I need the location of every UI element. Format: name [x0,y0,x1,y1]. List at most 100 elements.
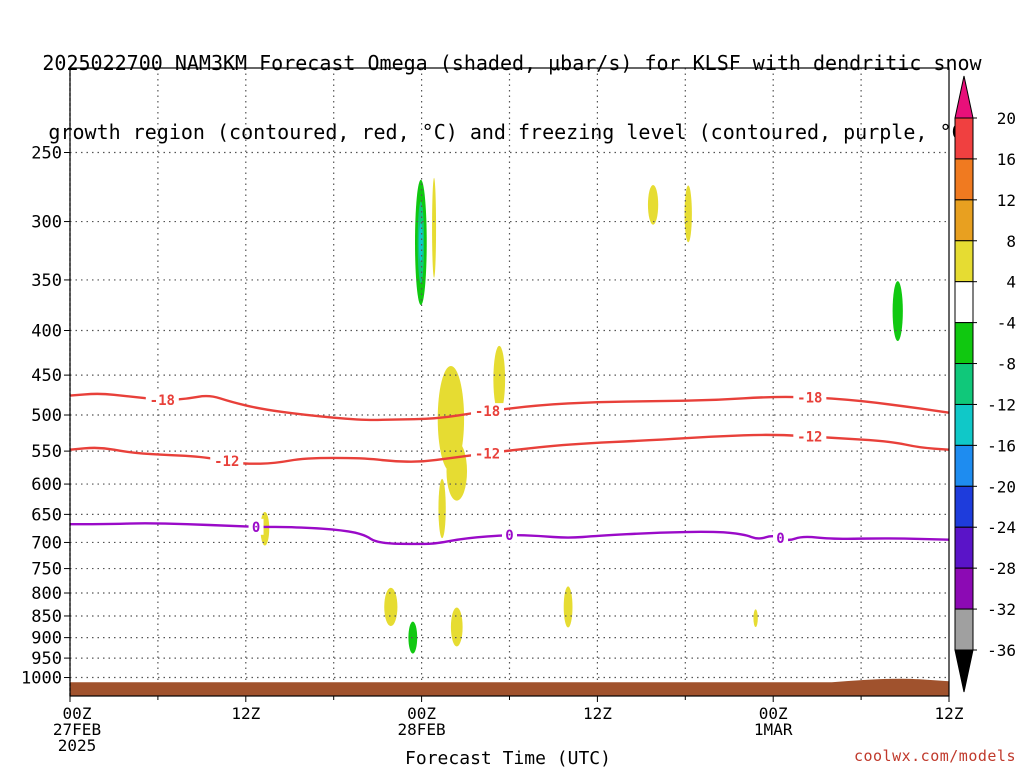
contour-layer: -18 -18 -18 -12 -12 -12 0 0 0 [69,389,950,547]
colorbar-label-8: -16 [987,436,1016,455]
contour-label-1-1: -12 [475,446,500,462]
x-tick-label-0-0: 00Z [63,704,92,723]
colorbar-label-4: 4 [1006,273,1016,292]
credit-text: coolwx.com/models [854,747,1016,765]
x-axis-label: Forecast Time (UTC) [405,748,611,768]
colorbar-label-1: 16 [997,150,1016,169]
y-tick-label-750: 750 [31,560,62,580]
x-tick-label-24-1: 28FEB [398,720,446,739]
contour-label-bg-2-1 [502,526,517,543]
omega-region-5 [684,185,692,243]
y-tick-label-800: 800 [31,584,62,604]
contour-label-2-0: 0 [252,520,260,536]
plot-frame [69,67,950,697]
omega-region-3 [432,177,437,278]
y-tick-label-450: 450 [31,366,62,386]
x-tick-label-12-0: 12Z [231,704,260,723]
omega-shading-layer [260,177,903,654]
omega-region-6 [892,281,903,342]
colorbar: 20 16 12 8 4 -4 -8 -12 -16 -20 -24 -28 -32 -36 [954,75,1016,693]
colorbar-cell-8 [954,444,974,487]
colorbar-label-11: -28 [987,559,1016,578]
contour-label-bg-0-2 [793,389,827,406]
colorbar-cell-9 [954,485,974,528]
omega-region-4 [647,184,659,225]
colorbar-label-10: -24 [987,518,1016,537]
colorbar-bottom-arrow [954,649,974,693]
omega-region-14 [450,607,463,647]
y-tick-label-900: 900 [31,629,62,649]
y-tick-label-250: 250 [31,144,62,164]
contour-label-bg-2-0 [248,518,264,535]
chart-title: 2025022700 NAM3KM Forecast Omega (shaded… [0,6,1024,167]
colorbar-cell-3 [954,240,974,283]
x-tick-label-24-0: 00Z [407,704,436,723]
y-tick-label-600: 600 [31,475,62,495]
contour-label-0-1: -18 [475,404,500,420]
colorbar-label-13: -36 [987,641,1016,660]
contour-label-bg-0-0 [145,392,179,409]
y-tick-label-350: 350 [31,271,62,291]
y-tick-label-700: 700 [31,533,62,553]
colorbar-cell-1 [954,158,974,201]
y-tick-label-850: 850 [31,607,62,627]
colorbar-label-2: 12 [997,191,1016,210]
colorbar-cell-0 [954,117,974,160]
omega-region-15 [563,586,573,628]
colorbar-cell-12 [954,608,974,651]
contour-label-bg-1-2 [793,428,827,445]
colorbar-label-3: 8 [1006,232,1016,251]
y-tick-label-500: 500 [31,406,62,426]
x-tick-label-48-0: 00Z [759,704,788,723]
colorbar-label-0: 20 [997,109,1016,128]
contour-label-bg-2-2 [773,530,789,547]
colorbar-cell-4 [954,281,974,324]
colorbar-top-arrow [954,75,974,119]
chart-title-line-1: 2025022700 NAM3KM Forecast Omega (shaded… [42,51,982,75]
omega-region-10 [493,345,506,413]
colorbar-cell-5 [954,322,974,365]
contour-label-1-0: -12 [214,454,239,470]
colorbar-cell-2 [954,199,974,242]
y-tick-label-950: 950 [31,649,62,669]
x-tick-label-48-1: 1MAR [754,720,793,739]
colorbar-cell-7 [954,403,974,446]
contour-label-bg-1-1 [471,445,505,462]
terrain-band [70,678,949,696]
y-tick-label-550: 550 [31,442,62,462]
colorbar-label-9: -20 [987,477,1016,496]
colorbar-cell-11 [954,567,974,610]
chart-title-line-2: growth region (contoured, red, °C) and f… [48,120,976,144]
colorbar-label-12: -32 [987,600,1016,619]
contour-line-m12-1 [69,433,950,465]
omega-region-9 [438,478,446,539]
x-tick-label-0-1: 27FEB [53,720,101,739]
y-tick-label-1000: 1000 [21,669,62,689]
colorbar-cell-10 [954,526,974,569]
omega-region-13 [408,621,418,654]
x-tick-label-60-0: 12Z [935,704,964,723]
y-tick-label-650: 650 [31,505,62,525]
contour-label-0-2: -18 [797,390,822,406]
axes-layer: 2503003504004505005506006507007508008509… [21,67,964,755]
omega-region-12 [384,587,398,627]
terrain-layer [70,678,949,696]
colorbar-label-6: -8 [997,355,1016,374]
colorbar-label-7: -12 [987,395,1016,414]
grid-layer [70,68,949,696]
omega-region-2 [418,223,423,262]
contour-label-0-0: -18 [150,393,175,409]
x-tick-label-36-0: 12Z [583,704,612,723]
colorbar-cell-6 [954,363,974,405]
contour-label-1-2: -12 [797,429,822,445]
x-tick-label-0-2: 2025 [58,736,97,755]
contour-label-2-2: 0 [776,531,784,547]
contour-label-bg-0-1 [471,403,505,420]
omega-region-16 [753,609,758,628]
contour-label-bg-1-0 [210,453,244,470]
y-tick-label-400: 400 [31,322,62,342]
colorbar-label-5: -4 [997,314,1016,333]
contour-label-2-1: 0 [505,528,513,544]
y-tick-label-300: 300 [31,213,62,233]
